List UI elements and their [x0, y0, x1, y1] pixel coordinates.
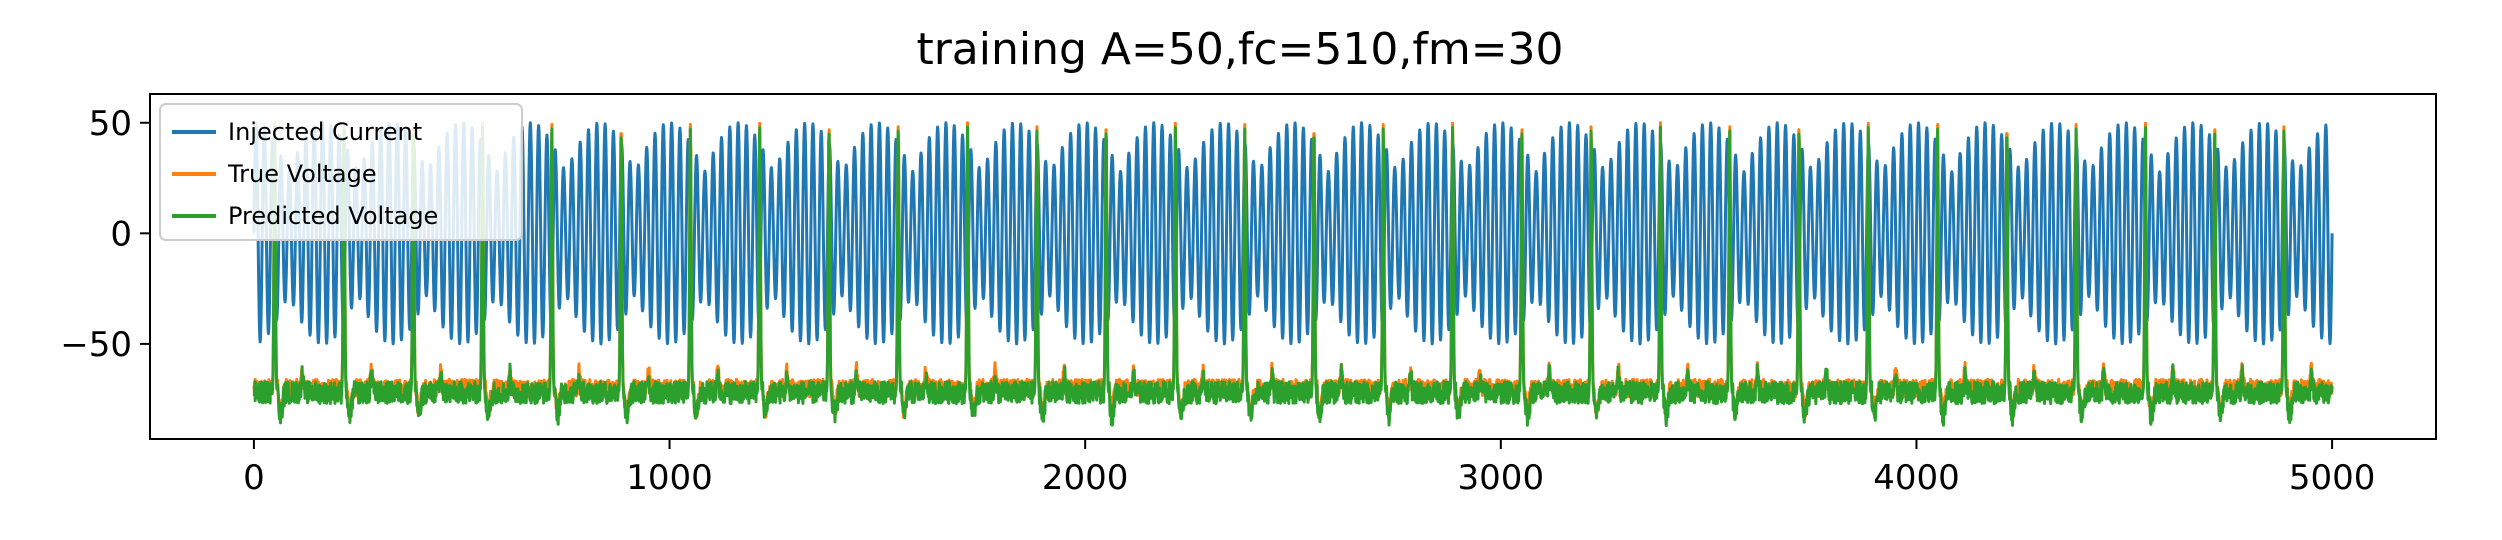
plot-area [252, 121, 2334, 428]
legend: Injected Current True Voltage Predicted Vo… [159, 103, 523, 241]
x-tick-label: 3000 [1458, 458, 1545, 498]
y-axis: 50 0 −50 [60, 104, 150, 365]
y-tick-label: 50 [89, 104, 132, 144]
x-tick-label: 0 [243, 458, 265, 498]
x-tick-label: 2000 [1042, 458, 1129, 498]
x-tick-label: 5000 [2289, 458, 2376, 498]
x-tick-label: 4000 [1873, 458, 1960, 498]
x-axis: 0 1000 2000 3000 4000 5000 [243, 439, 2375, 498]
y-tick-label: 0 [110, 214, 132, 254]
legend-label: Injected Current [228, 118, 422, 146]
legend-box [159, 103, 523, 241]
x-tick-label: 1000 [626, 458, 713, 498]
y-tick-label: −50 [60, 325, 132, 365]
chart-title: training A=50,fc=510,fm=30 [916, 24, 1563, 75]
series-line-predicted-voltage [252, 125, 2334, 428]
axes-frame [149, 93, 2437, 440]
legend-label: True Voltage [227, 160, 377, 188]
legend-label: Predicted Voltage [228, 202, 438, 230]
series-line-injected-current [252, 121, 2334, 346]
